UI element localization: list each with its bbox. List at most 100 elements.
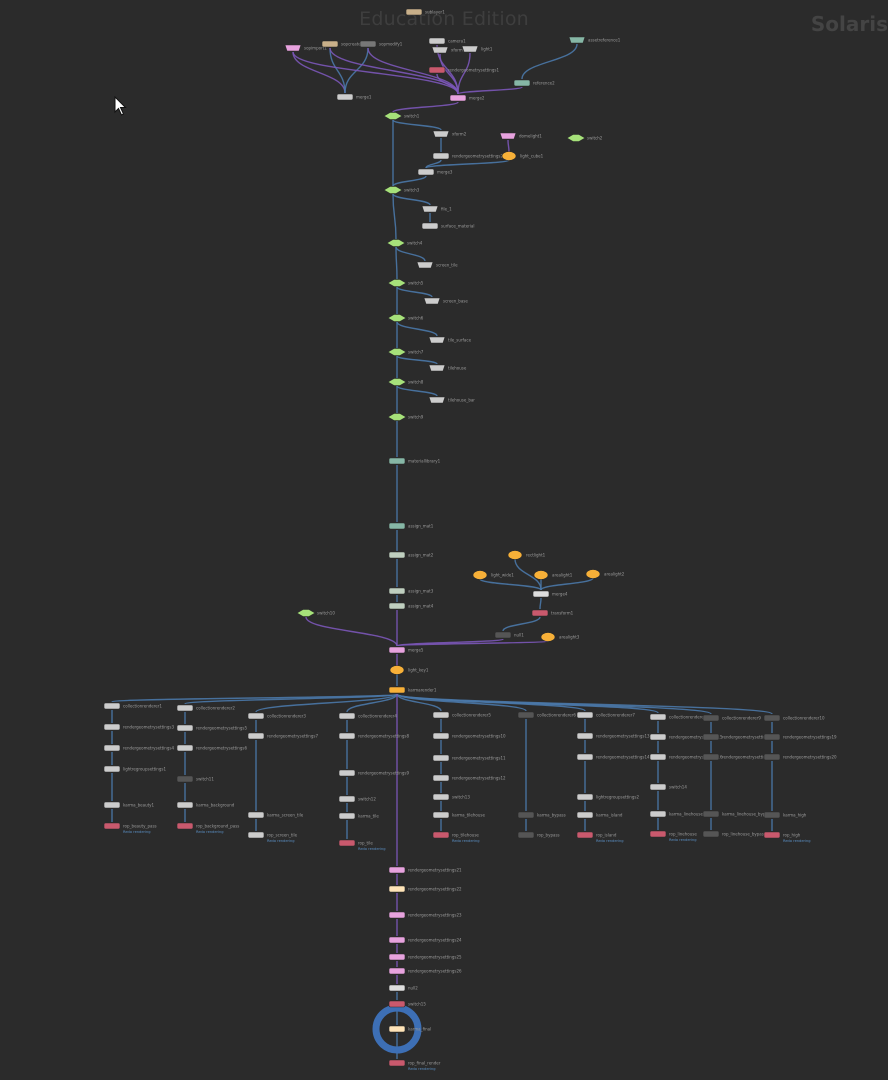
node-merge5[interactable]: merge5: [388, 646, 424, 654]
node-assign_mat1[interactable]: assign_mat1: [388, 522, 434, 530]
node-merge3[interactable]: merge3: [417, 168, 453, 176]
node-shape[interactable]: [576, 753, 594, 761]
node-shape[interactable]: [416, 261, 434, 269]
node-rectlight1[interactable]: rectlight1: [507, 550, 546, 560]
node-shape[interactable]: [176, 744, 194, 752]
node-switch7[interactable]: switch7: [387, 348, 424, 356]
node-shape[interactable]: [388, 885, 406, 893]
node-shape[interactable]: [387, 348, 407, 356]
node-shape[interactable]: [103, 723, 121, 731]
node-shape[interactable]: [421, 205, 439, 213]
node-shape[interactable]: [388, 967, 406, 975]
node-shape[interactable]: [176, 801, 194, 809]
node-shape[interactable]: [388, 866, 406, 874]
node-col8_d[interactable]: switch14: [649, 783, 687, 791]
node-shape[interactable]: [417, 168, 435, 176]
node-shape[interactable]: [763, 733, 781, 741]
node-shape[interactable]: [383, 112, 403, 120]
node-shape[interactable]: [247, 811, 265, 819]
node-col4_e[interactable]: karma_tile: [338, 812, 379, 820]
node-materiallibrary1[interactable]: materiallibrary1: [388, 457, 441, 465]
node-null1[interactable]: null1: [494, 631, 524, 639]
node-surface_material[interactable]: surface_material: [421, 222, 474, 230]
node-shape[interactable]: [338, 795, 356, 803]
node-arealight1[interactable]: arealight1: [533, 570, 573, 580]
node-col9_d[interactable]: karma_linehouse_bypass: [702, 810, 772, 818]
node-shape[interactable]: [388, 457, 406, 465]
node-shape[interactable]: [649, 810, 667, 818]
node-col2_a[interactable]: collectionrenderer2: [176, 704, 235, 712]
node-main_i[interactable]: karma_final: [388, 1025, 431, 1033]
node-switch3[interactable]: switch3: [383, 186, 420, 194]
node-shape[interactable]: [432, 711, 450, 719]
node-sopcreate1[interactable]: sopcreate1: [321, 40, 364, 48]
node-shape[interactable]: [428, 364, 446, 372]
node-shape[interactable]: [763, 753, 781, 761]
node-shape[interactable]: [387, 314, 407, 322]
node-shape[interactable]: [702, 810, 720, 818]
node-tilehouse_bar[interactable]: tilehouse_bar: [428, 396, 475, 404]
node-shape[interactable]: [176, 775, 194, 783]
node-shape[interactable]: [284, 44, 302, 52]
node-rendergeometrysettings1[interactable]: rendergeometrysettings1: [428, 66, 499, 74]
node-shape[interactable]: [576, 732, 594, 740]
node-col9_b[interactable]: rendergeometrysettings17: [702, 733, 776, 741]
node-merge1[interactable]: merge1: [336, 93, 372, 101]
node-col1_b[interactable]: rendergeometrysettings3: [103, 723, 174, 731]
node-shape[interactable]: [247, 831, 265, 839]
node-shape[interactable]: [432, 811, 450, 819]
node-shape[interactable]: [388, 1059, 406, 1067]
node-shape[interactable]: [533, 570, 549, 580]
node-shape[interactable]: [321, 40, 339, 48]
node-shape[interactable]: [359, 40, 377, 48]
node-switch10[interactable]: switch10: [296, 609, 335, 617]
node-shape[interactable]: [296, 609, 316, 617]
node-col1_d[interactable]: lightregroupsettings1: [103, 765, 166, 773]
node-col4_b[interactable]: rendergeometrysettings8: [338, 732, 409, 740]
node-shape[interactable]: [428, 37, 446, 45]
node-screen_base[interactable]: screen_base: [423, 297, 468, 305]
node-shape[interactable]: [103, 744, 121, 752]
node-shape[interactable]: [388, 551, 406, 559]
node-shape[interactable]: [576, 811, 594, 819]
node-switch1[interactable]: switch1: [383, 112, 420, 120]
node-main_a[interactable]: rendergeometrysettings21: [388, 866, 462, 874]
node-xform2[interactable]: xform2: [432, 130, 467, 138]
node-shape[interactable]: [247, 732, 265, 740]
node-assign_mat2[interactable]: assign_mat2: [388, 551, 434, 559]
node-shape[interactable]: [449, 94, 467, 102]
node-shape[interactable]: [432, 130, 450, 138]
node-shape[interactable]: [388, 1025, 406, 1033]
node-shape[interactable]: [103, 765, 121, 773]
node-col3_a[interactable]: collectionrenderer3: [247, 712, 306, 720]
node-col8_a[interactable]: collectionrenderer8: [649, 713, 708, 721]
node-shape[interactable]: [432, 793, 450, 801]
node-shape[interactable]: [103, 801, 121, 809]
node-merge2[interactable]: merge2: [449, 94, 485, 102]
node-col5_c[interactable]: rendergeometrysettings11: [432, 754, 506, 762]
node-shape[interactable]: [649, 783, 667, 791]
node-shape[interactable]: [702, 714, 720, 722]
node-rendergeometrysettings2[interactable]: rendergeometrysettings2: [432, 152, 503, 160]
node-shape[interactable]: [387, 378, 407, 386]
node-shape[interactable]: [387, 279, 407, 287]
node-col10_a[interactable]: collectionrenderer10: [763, 714, 825, 722]
node-shape[interactable]: [386, 239, 406, 247]
node-shape[interactable]: [702, 753, 720, 761]
node-switch4[interactable]: switch4: [386, 239, 423, 247]
node-shape[interactable]: [423, 297, 441, 305]
node-col9_c[interactable]: rendergeometrysettings18: [702, 753, 776, 761]
node-shape[interactable]: [531, 609, 549, 617]
node-col1_e[interactable]: karma_beauty1: [103, 801, 155, 809]
node-sopmodify1[interactable]: sopmodify1: [359, 40, 403, 48]
node-assign_mat4[interactable]: assign_mat4: [388, 602, 434, 610]
node-shape[interactable]: [389, 665, 405, 675]
node-col9_a[interactable]: collectionrenderer9: [702, 714, 761, 722]
node-shape[interactable]: [336, 93, 354, 101]
node-shape[interactable]: [388, 686, 406, 694]
node-shape[interactable]: [472, 570, 488, 580]
node-main_e[interactable]: rendergeometrysettings25: [388, 953, 462, 961]
node-shape[interactable]: [388, 953, 406, 961]
